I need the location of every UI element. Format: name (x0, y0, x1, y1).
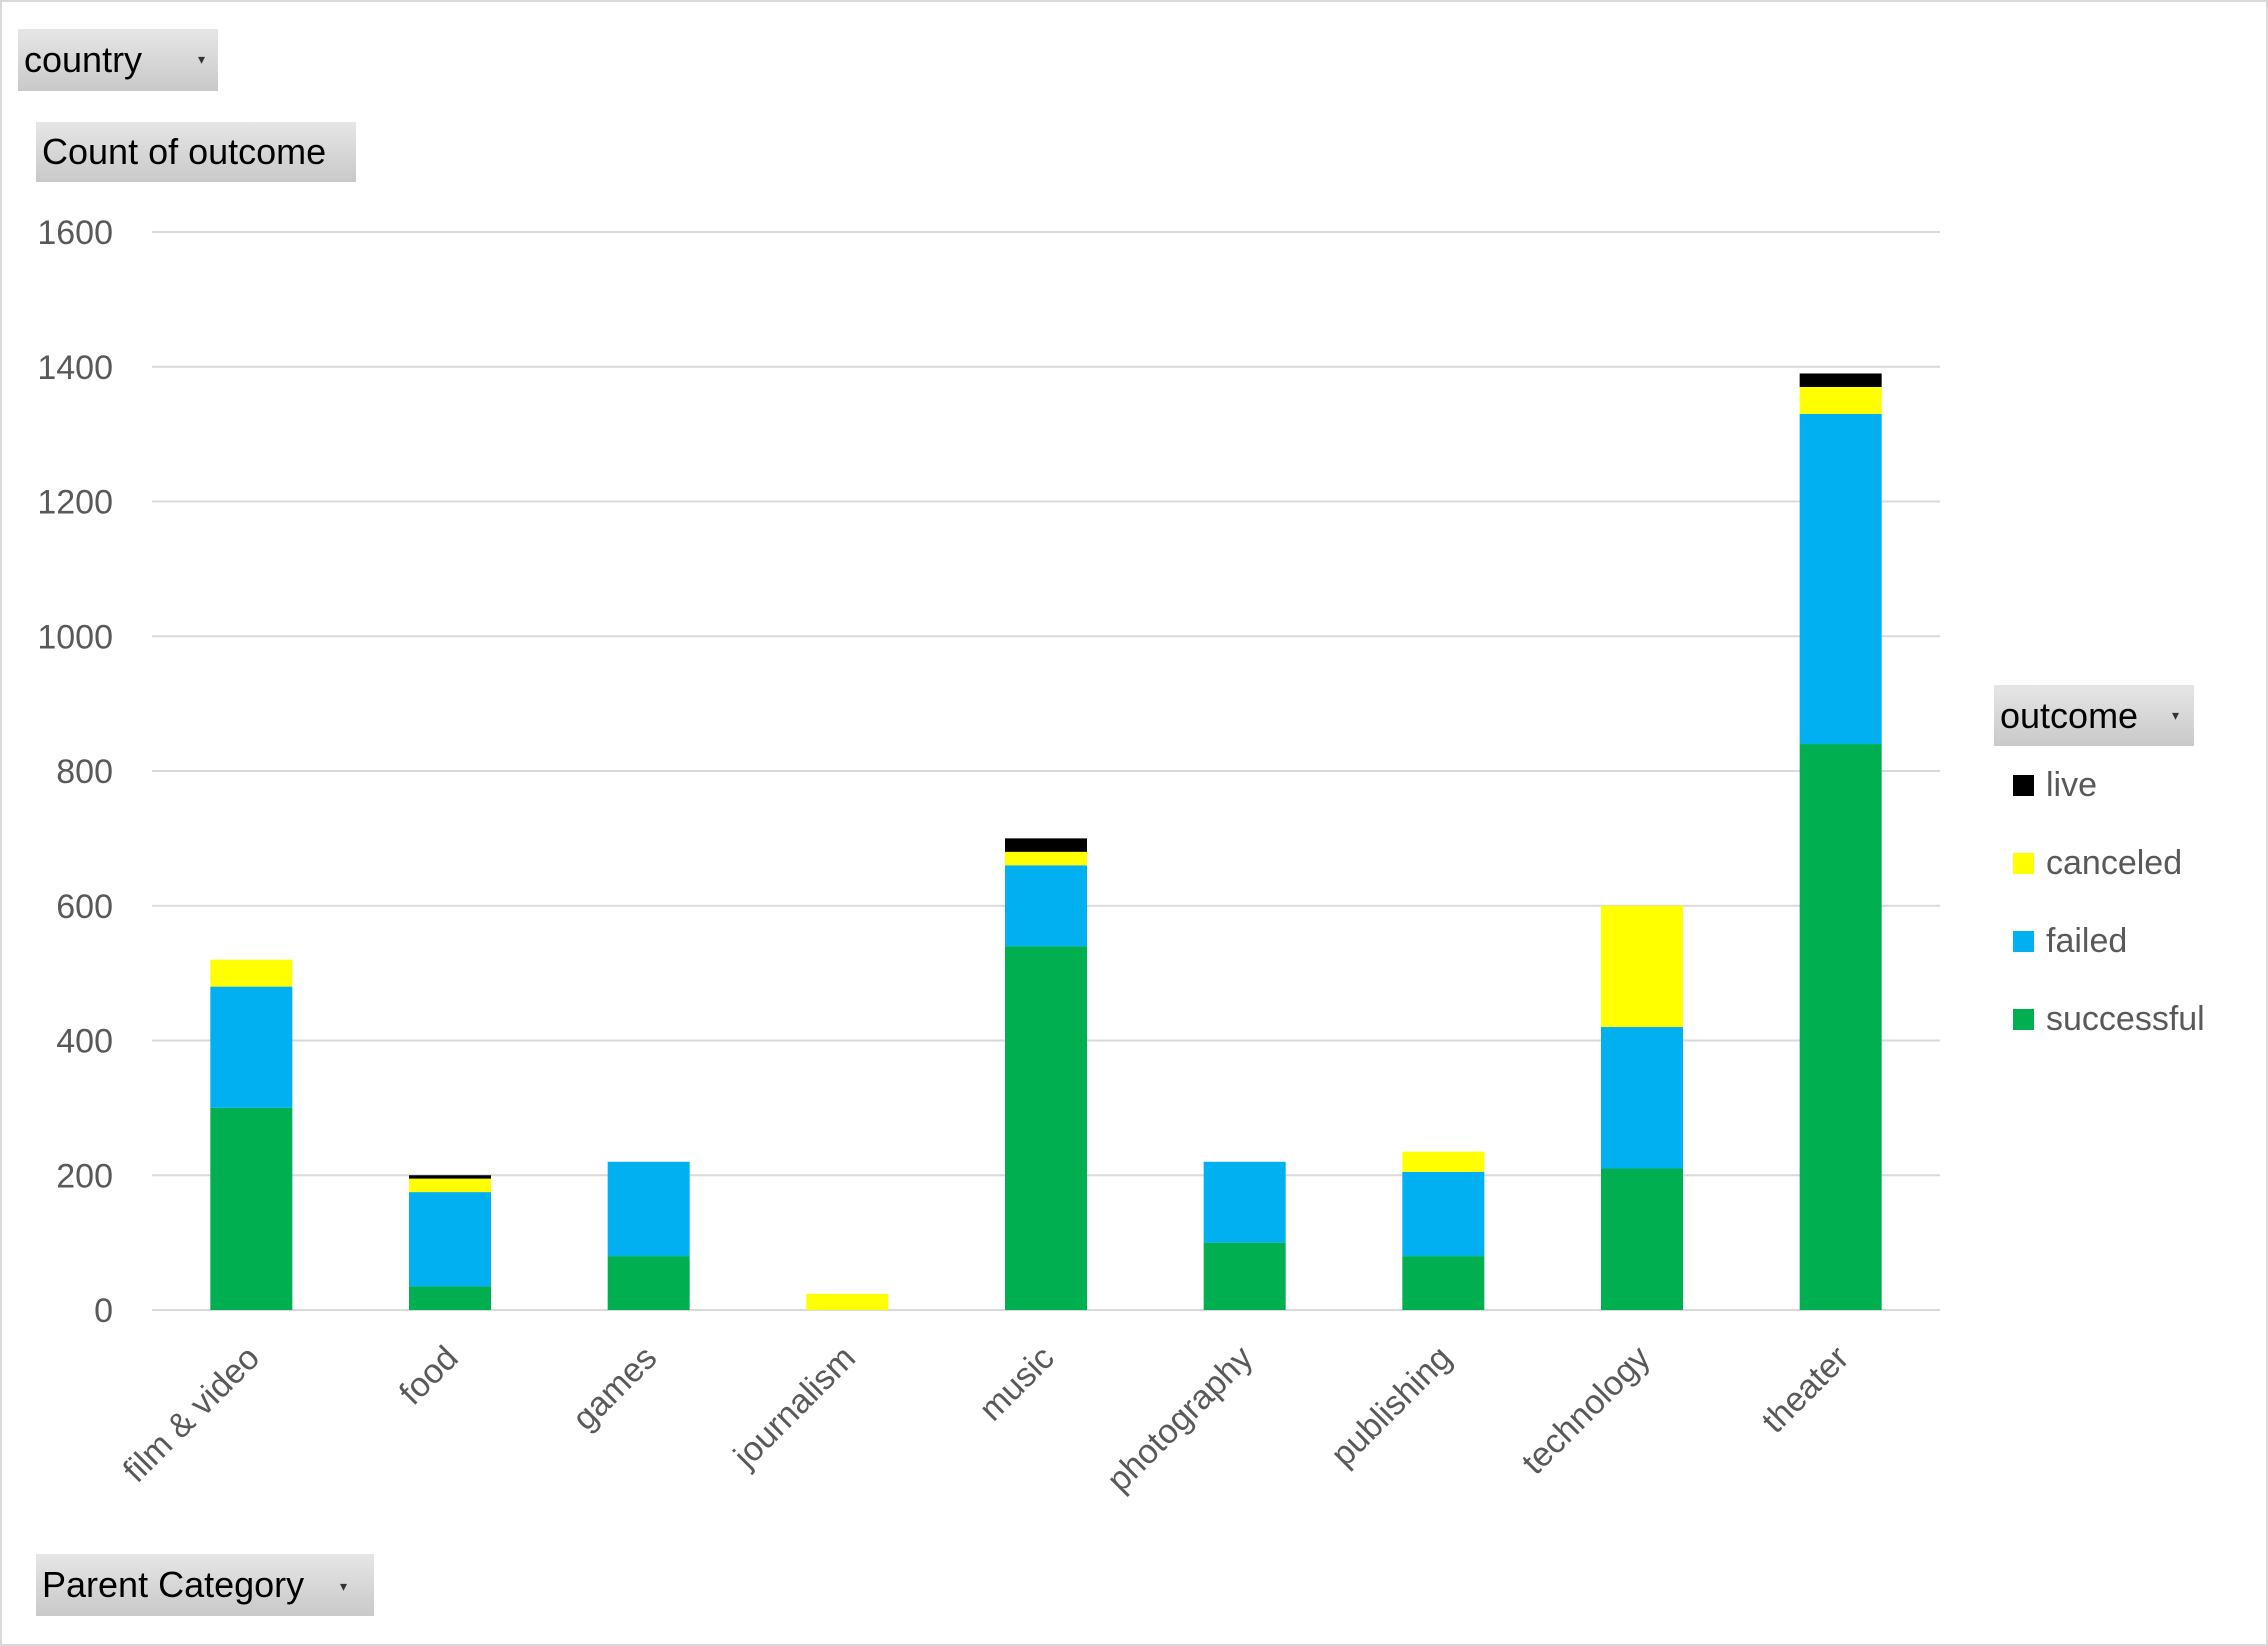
dropdown-arrow-icon[interactable]: ▾ (2172, 707, 2180, 723)
legend-field-button[interactable]: outcome ▾ (1994, 685, 2194, 746)
legend-field-label: outcome (2000, 694, 2139, 736)
bar-live (409, 1175, 491, 1179)
legend-swatch (2013, 930, 2034, 952)
bar-canceled (1402, 1151, 1485, 1172)
legend-item-successful[interactable]: successful (2013, 999, 2205, 1039)
legend-item-failed[interactable]: failed (2013, 921, 2127, 961)
legend-swatch (2013, 852, 2034, 874)
legend-label: failed (2046, 921, 2128, 960)
legend-label: canceled (2046, 843, 2183, 882)
y-tick-label: 0 (94, 1292, 113, 1330)
value-field-label: Count of outcome (42, 131, 327, 172)
bar-canceled (210, 959, 293, 987)
country-filter-label: country (24, 39, 143, 80)
bar-failed (1601, 1027, 1683, 1169)
bar-failed (210, 986, 293, 1108)
country-filter-button[interactable]: country ▾ (18, 29, 218, 91)
bar-canceled (806, 1293, 889, 1310)
legend-swatch (2013, 774, 2034, 796)
bar-failed (1799, 413, 1882, 745)
y-tick-label: 200 (56, 1157, 113, 1195)
bar-canceled (1601, 905, 1683, 1028)
bar-failed (1005, 865, 1087, 947)
legend-item-canceled[interactable]: canceled (2013, 843, 2182, 883)
value-field-button[interactable]: Count of outcome (36, 122, 356, 182)
bar-successful (210, 1107, 293, 1310)
bar-canceled (409, 1178, 491, 1193)
y-tick-label: 400 (56, 1023, 113, 1061)
bar-successful (607, 1256, 690, 1310)
bar-canceled (1799, 386, 1882, 414)
bar-live (1799, 373, 1882, 387)
bar-successful (1601, 1168, 1683, 1310)
x-tick-label: publishing (1324, 1339, 1459, 1474)
y-tick-label: 800 (56, 753, 113, 791)
y-tick-label: 1200 (37, 484, 113, 522)
bar-successful (1005, 946, 1087, 1310)
bar-successful (1203, 1242, 1286, 1310)
legend-swatch (2013, 1008, 2034, 1030)
bar-successful (1799, 744, 1882, 1310)
bar-failed (607, 1161, 690, 1257)
y-tick-label: 600 (56, 888, 113, 926)
x-tick-label: photography (1100, 1339, 1261, 1500)
bar-canceled (1005, 851, 1087, 866)
legend-label: live (2046, 765, 2098, 804)
y-tick-label: 1400 (37, 349, 113, 387)
x-tick-label: games (565, 1339, 664, 1438)
bar-successful (1402, 1256, 1485, 1310)
x-tick-label: music (972, 1339, 1062, 1429)
axis-field-button[interactable]: Parent Category ▾ (36, 1554, 374, 1616)
dropdown-arrow-icon[interactable]: ▾ (198, 51, 206, 67)
x-tick-label: food (392, 1339, 466, 1413)
y-tick-label: 1600 (37, 214, 113, 252)
axis-field-label: Parent Category (42, 1564, 305, 1605)
bar-successful (409, 1286, 491, 1310)
y-tick-label: 1000 (37, 618, 113, 656)
bar-failed (1203, 1161, 1286, 1243)
dropdown-arrow-icon[interactable]: ▾ (340, 1578, 348, 1594)
x-tick-label: film & video (116, 1339, 267, 1490)
bar-live (1005, 838, 1087, 852)
bar-failed (1402, 1171, 1485, 1257)
x-tick-label: technology (1514, 1339, 1657, 1482)
x-tick-label: journalism (726, 1339, 863, 1476)
legend-item-live[interactable]: live (2013, 765, 2097, 805)
x-tick-label: theater (1755, 1339, 1857, 1441)
legend-label: successful (2046, 999, 2205, 1038)
bar-failed (409, 1192, 491, 1287)
